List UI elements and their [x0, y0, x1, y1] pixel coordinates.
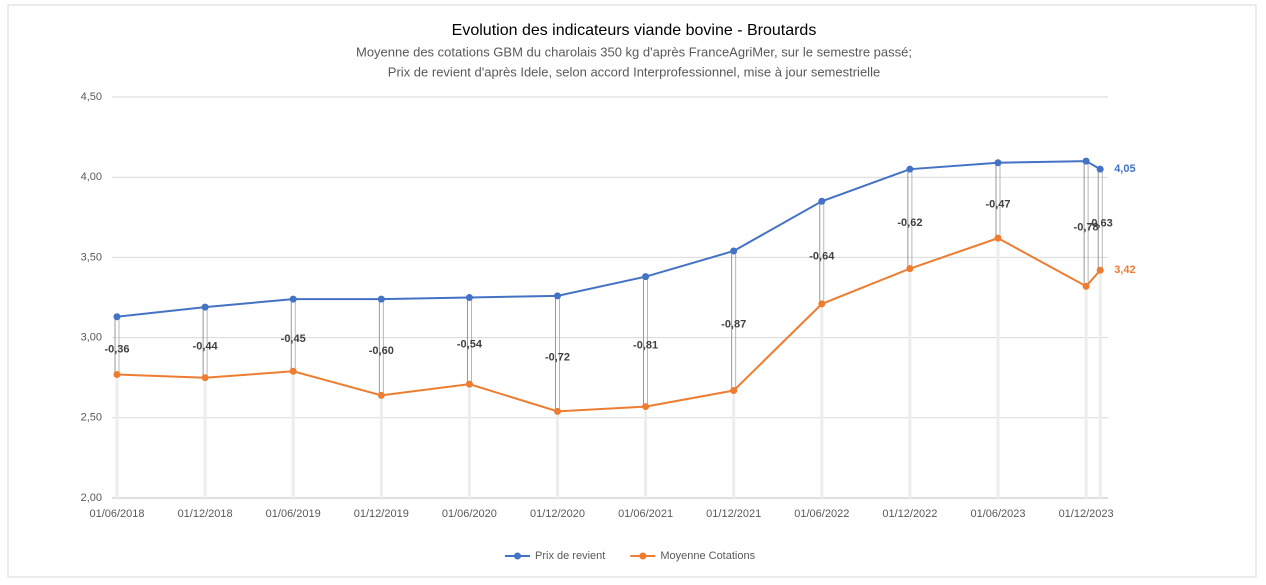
x-tick-label: 01/06/2019	[266, 508, 321, 520]
data-point	[377, 391, 385, 399]
data-point	[554, 292, 561, 300]
data-point	[994, 159, 1002, 167]
x-tick-label: 01/06/2023	[970, 508, 1025, 520]
x-tick-label: 01/12/2019	[354, 508, 409, 520]
data-point	[642, 403, 650, 411]
x-tick-label: 01/12/2018	[178, 508, 233, 520]
x-tick-label: 01/06/2018	[89, 508, 144, 520]
data-point	[818, 300, 826, 308]
y-tick-label: 4,00	[81, 171, 102, 183]
chart-subtitle: Prix de revient d'après Idele, selon acc…	[388, 64, 880, 79]
legend-label: Moyenne Cotations	[660, 550, 755, 562]
difference-label: -0,44	[193, 340, 219, 352]
legend-marker	[514, 552, 521, 560]
data-point	[1082, 282, 1090, 290]
data-label: 4,05	[1114, 163, 1135, 175]
x-tick-label: 01/06/2021	[618, 508, 673, 520]
difference-label: -0,72	[545, 352, 570, 364]
x-tick-label: 01/06/2022	[794, 508, 849, 520]
difference-label: -0,54	[457, 339, 483, 351]
y-tick-label: 3,00	[81, 332, 102, 344]
data-point	[201, 303, 209, 311]
data-label: 3,42	[1114, 264, 1135, 276]
legend-marker	[639, 552, 647, 560]
difference-label: -0,36	[104, 344, 129, 356]
data-point	[1082, 157, 1090, 165]
x-tick-label: 01/12/2023	[1059, 508, 1114, 520]
y-tick-label: 4,50	[81, 91, 102, 103]
difference-label: -0,81	[633, 340, 658, 352]
data-point	[289, 367, 297, 375]
y-tick-label: 3,50	[81, 251, 102, 263]
difference-label: -0,60	[369, 345, 394, 357]
difference-label: -0,47	[985, 198, 1010, 210]
difference-label: -0,64	[809, 250, 835, 262]
difference-label: -0,45	[281, 333, 306, 345]
difference-label: -0,78	[1074, 222, 1099, 234]
y-tick-label: 2,50	[81, 412, 102, 424]
legend-label: Prix de revient	[535, 550, 605, 562]
data-point	[289, 295, 297, 303]
data-point	[113, 370, 121, 378]
data-point	[906, 265, 914, 273]
chart-subtitle: Moyenne des cotations GBM du charolais 3…	[356, 44, 912, 59]
data-point	[465, 380, 473, 388]
data-point	[730, 247, 738, 255]
x-tick-label: 01/12/2020	[530, 508, 585, 520]
chart-border	[7, 4, 1257, 578]
difference-label: -0,63	[1088, 218, 1113, 230]
x-tick-label: 01/12/2021	[706, 508, 761, 520]
data-point	[113, 313, 121, 321]
y-tick-label: 2,00	[81, 492, 102, 504]
data-point	[554, 407, 561, 415]
data-point	[201, 374, 209, 382]
data-point	[818, 197, 826, 205]
data-point	[377, 295, 385, 303]
x-tick-label: 01/06/2020	[442, 508, 497, 520]
data-point	[994, 234, 1002, 242]
data-point	[642, 273, 650, 281]
data-point	[730, 387, 738, 395]
difference-label: -0,87	[721, 319, 746, 331]
chart-title: Evolution des indicateurs viande bovine …	[452, 22, 817, 39]
x-tick-label: 01/12/2022	[882, 508, 937, 520]
data-point	[465, 294, 473, 301]
difference-label: -0,62	[897, 217, 922, 229]
data-point	[1096, 266, 1104, 274]
data-point	[906, 165, 914, 173]
data-point	[1096, 165, 1104, 173]
